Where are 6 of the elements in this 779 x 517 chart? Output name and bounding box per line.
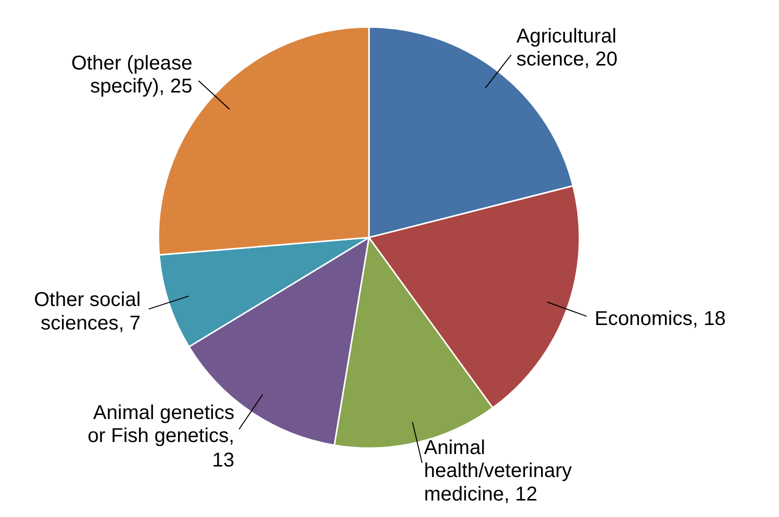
slice-label: Other social sciences, 7 xyxy=(34,289,141,334)
slice-label: Economics, 18 xyxy=(594,308,726,330)
slice-label: Other (please specify), 25 xyxy=(71,52,192,98)
slice-label: Animal genetics or Fish genetics, 13 xyxy=(88,402,234,472)
slice-label: Agricultural science, 20 xyxy=(516,26,618,71)
slice-label: Animal health/veterinary medicine, 12 xyxy=(424,436,572,506)
